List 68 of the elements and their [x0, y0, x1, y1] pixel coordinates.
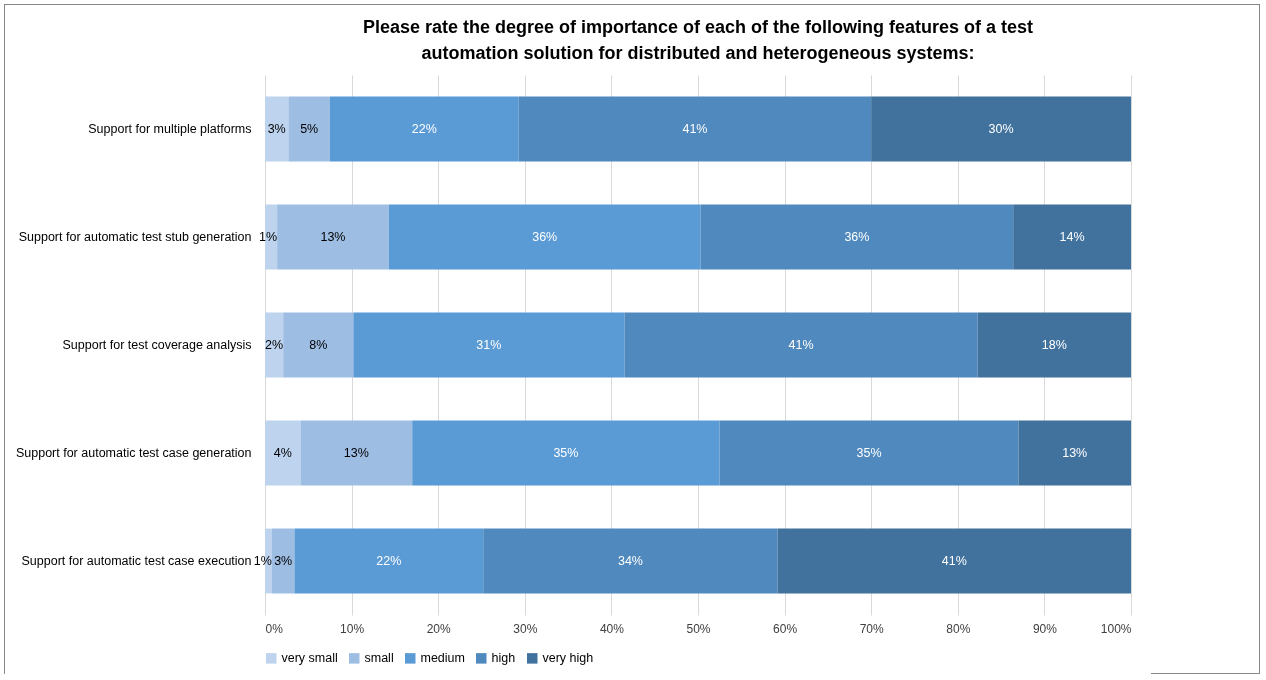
bar: [277, 204, 389, 270]
data-label: 18%: [1041, 338, 1067, 352]
x-tick-label: 90%: [1032, 621, 1058, 636]
bar: [294, 528, 484, 594]
y-tick-label: Support for automatic test case generation: [15, 446, 252, 460]
legend-label: very high: [542, 651, 594, 666]
data-label: 13%: [1062, 446, 1088, 460]
data-label: 41%: [788, 338, 814, 352]
bar: [329, 96, 519, 162]
x-tick-label: 80%: [946, 621, 971, 636]
legend-label: high: [491, 651, 516, 666]
bar: [353, 312, 625, 378]
bar: [265, 96, 289, 162]
bar: [700, 204, 1014, 270]
bar: [412, 420, 720, 486]
x-tick-label: 60%: [773, 621, 798, 636]
data-label: 4%: [273, 446, 292, 460]
bar: [283, 312, 354, 378]
bar: [483, 528, 778, 594]
data-label: 35%: [553, 446, 579, 460]
data-label: 13%: [320, 230, 346, 244]
data-label: 41%: [941, 554, 967, 568]
bar: [300, 420, 413, 486]
x-tick-label: 100%: [1100, 621, 1132, 636]
bar: [624, 312, 978, 378]
data-label: 3%: [267, 122, 286, 136]
bar: [719, 420, 1019, 486]
data-label: 30%: [988, 122, 1014, 136]
data-label: 3%: [274, 554, 293, 568]
y-tick-label: Support for test coverage analysis: [62, 338, 252, 352]
bar: [288, 96, 330, 162]
y-tick-label: Support for automatic test stub generation: [18, 230, 252, 244]
y-tick-label: Support for multiple platforms: [88, 122, 252, 136]
bar: [777, 528, 1131, 594]
data-label: 22%: [376, 554, 402, 568]
x-tick-label: 40%: [599, 621, 625, 636]
x-tick-label: 50%: [686, 621, 711, 636]
bar: [871, 96, 1131, 162]
bar: [518, 96, 872, 162]
data-label: 34%: [617, 554, 643, 568]
data-label: 22%: [411, 122, 437, 136]
data-label: 8%: [309, 338, 328, 352]
data-label: 35%: [856, 446, 882, 460]
data-label: 41%: [682, 122, 708, 136]
bar: [977, 312, 1131, 378]
data-label: 36%: [844, 230, 870, 244]
data-label: 31%: [476, 338, 502, 352]
data-label: 1%: [253, 554, 272, 568]
data-label: 5%: [300, 122, 319, 136]
legend-label: medium: [420, 651, 465, 666]
x-tick-label: 20%: [426, 621, 452, 636]
x-tick-label: 70%: [859, 621, 885, 636]
bar: [1018, 420, 1131, 486]
data-label: 1%: [259, 230, 278, 244]
legend-label: small: [364, 651, 394, 666]
data-label: 2%: [265, 338, 284, 352]
data-label: 36%: [532, 230, 558, 244]
x-tick-label: 30%: [513, 621, 538, 636]
chart-title: Please rate the degree of importance of each of the following features of a test automation solution for distributed and heterogeneous systems:: [362, 17, 1034, 63]
data-label: 14%: [1059, 230, 1085, 244]
bar: [265, 420, 301, 486]
x-tick-label: 10%: [340, 621, 365, 636]
x-tick-label: 0%: [265, 621, 284, 636]
bar: [388, 204, 701, 270]
bar: [1013, 204, 1131, 270]
legend-label: very small: [281, 651, 338, 666]
y-tick-label: Support for automatic test case execution: [21, 554, 252, 568]
data-label: 13%: [343, 446, 369, 460]
